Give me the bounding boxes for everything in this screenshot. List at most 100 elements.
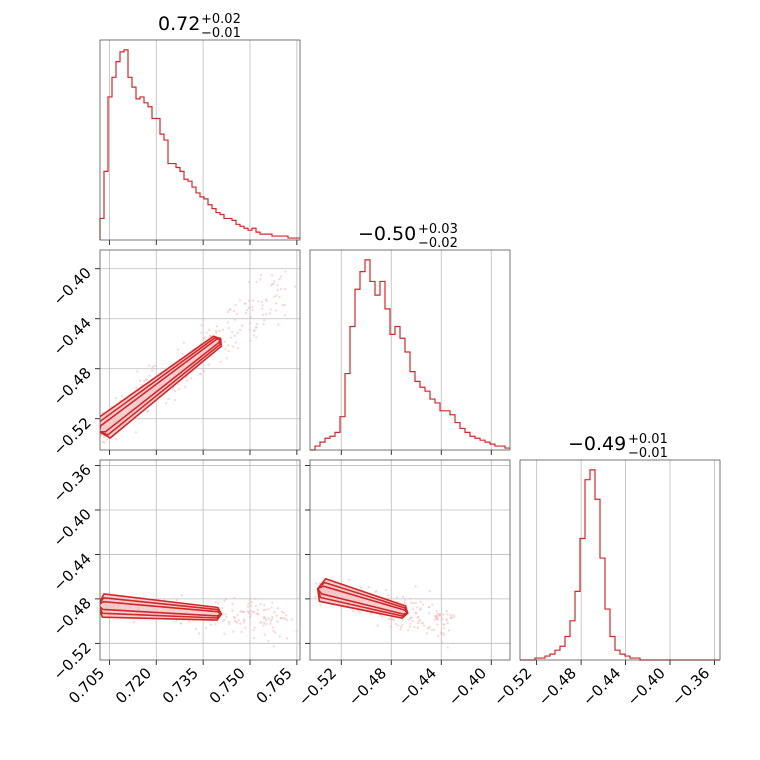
x-tick-label: 0.750: [206, 664, 249, 707]
scatter-point: [273, 611, 276, 614]
scatter-point: [352, 610, 355, 613]
scatter-point: [145, 378, 149, 381]
scatter-point: [435, 614, 438, 617]
scatter-point: [260, 621, 263, 624]
scatter-point: [453, 616, 456, 619]
scatter-point: [281, 304, 284, 307]
scatter-point: [376, 624, 379, 627]
scatter-point: [409, 622, 412, 625]
scatter-point: [121, 395, 124, 398]
scatter-point: [202, 369, 206, 373]
scatter-point: [244, 311, 248, 315]
scatter-point: [173, 390, 177, 393]
scatter-point: [259, 603, 262, 606]
scatter-point: [255, 612, 258, 615]
scatter-point: [279, 288, 282, 291]
x-tick-label: −0.52: [295, 664, 340, 709]
scatter-point: [263, 621, 266, 625]
scatter-point: [225, 615, 228, 618]
scatter-point: [411, 607, 414, 611]
scatter-point: [314, 595, 317, 599]
scatter-point: [449, 614, 452, 617]
scatter-point: [445, 609, 448, 613]
scatter-point: [150, 369, 154, 372]
scatter-point: [251, 299, 254, 302]
scatter-point: [225, 357, 228, 360]
scatter-point: [105, 438, 108, 441]
scatter-point: [395, 596, 399, 599]
scatter-point: [101, 411, 104, 414]
scatter-point: [427, 627, 431, 630]
scatter-point: [184, 385, 187, 388]
scatter-point: [387, 593, 390, 597]
scatter-point: [276, 620, 279, 623]
scatter-point: [214, 600, 217, 603]
scatter-point: [262, 624, 265, 627]
title-param-1: 0.72: [158, 13, 200, 35]
scatter-point: [135, 386, 138, 389]
scatter-point: [274, 631, 277, 634]
scatter-points: [92, 593, 298, 648]
scatter-point: [231, 609, 234, 612]
scatter-point: [173, 398, 177, 401]
scatter-point: [233, 334, 236, 338]
scatter-point: [265, 622, 268, 626]
scatter-point: [428, 612, 431, 615]
scatter-point: [264, 619, 268, 622]
scatter-point: [218, 329, 221, 332]
scatter-point: [215, 331, 218, 334]
scatter-point: [255, 326, 258, 329]
scatter-point: [419, 608, 422, 611]
scatter-point: [93, 436, 95, 438]
scatter-point: [441, 617, 444, 620]
scatter-point: [254, 604, 257, 608]
scatter-point: [271, 626, 274, 629]
scatter-point: [257, 613, 260, 616]
scatter-point: [175, 619, 178, 622]
scatter-point: [422, 603, 425, 606]
scatter-point: [404, 598, 407, 602]
x-tick-label: 0.735: [159, 664, 202, 707]
scatter-point: [221, 607, 224, 610]
scatter-point: [262, 617, 265, 620]
scatter-point: [278, 635, 281, 638]
scatter-point: [446, 622, 449, 625]
scatter-point: [238, 328, 242, 331]
title-param-3-minus: −0.01: [628, 446, 668, 461]
scatter-point: [234, 303, 237, 307]
scatter-point: [240, 630, 243, 633]
scatter-point: [408, 625, 411, 628]
scatter-point: [295, 629, 298, 632]
scatter-point: [282, 617, 285, 620]
scatter-point: [243, 302, 246, 305]
scatter-point: [412, 601, 416, 605]
scatter-point: [178, 388, 181, 391]
scatter-point: [171, 388, 174, 391]
scatter-point: [294, 285, 297, 288]
scatter-point: [227, 622, 231, 625]
scatter-point: [148, 374, 151, 377]
scatter-point: [438, 612, 441, 615]
scatter-point: [226, 321, 230, 324]
scatter-point: [396, 624, 400, 627]
scatter-point: [278, 278, 281, 281]
scatter-point: [132, 621, 135, 624]
scatter-point: [98, 603, 100, 605]
scatter-point: [92, 600, 94, 602]
scatter-point: [96, 425, 98, 427]
x-tick-label: −0.48: [535, 664, 580, 709]
scatter-point: [236, 621, 239, 624]
scatter-point: [253, 626, 256, 629]
scatter-point: [263, 603, 266, 607]
scatter-point: [436, 623, 439, 626]
scatter-point: [278, 296, 281, 299]
scatter-point: [237, 619, 240, 622]
scatter-point: [452, 614, 455, 617]
scatter-point: [442, 613, 445, 616]
scatter-point: [247, 602, 250, 605]
scatter-point: [443, 633, 446, 636]
scatter-point: [199, 373, 202, 376]
scatter-point: [242, 610, 245, 613]
scatter-point: [410, 601, 413, 604]
scatter-point: [419, 600, 422, 603]
